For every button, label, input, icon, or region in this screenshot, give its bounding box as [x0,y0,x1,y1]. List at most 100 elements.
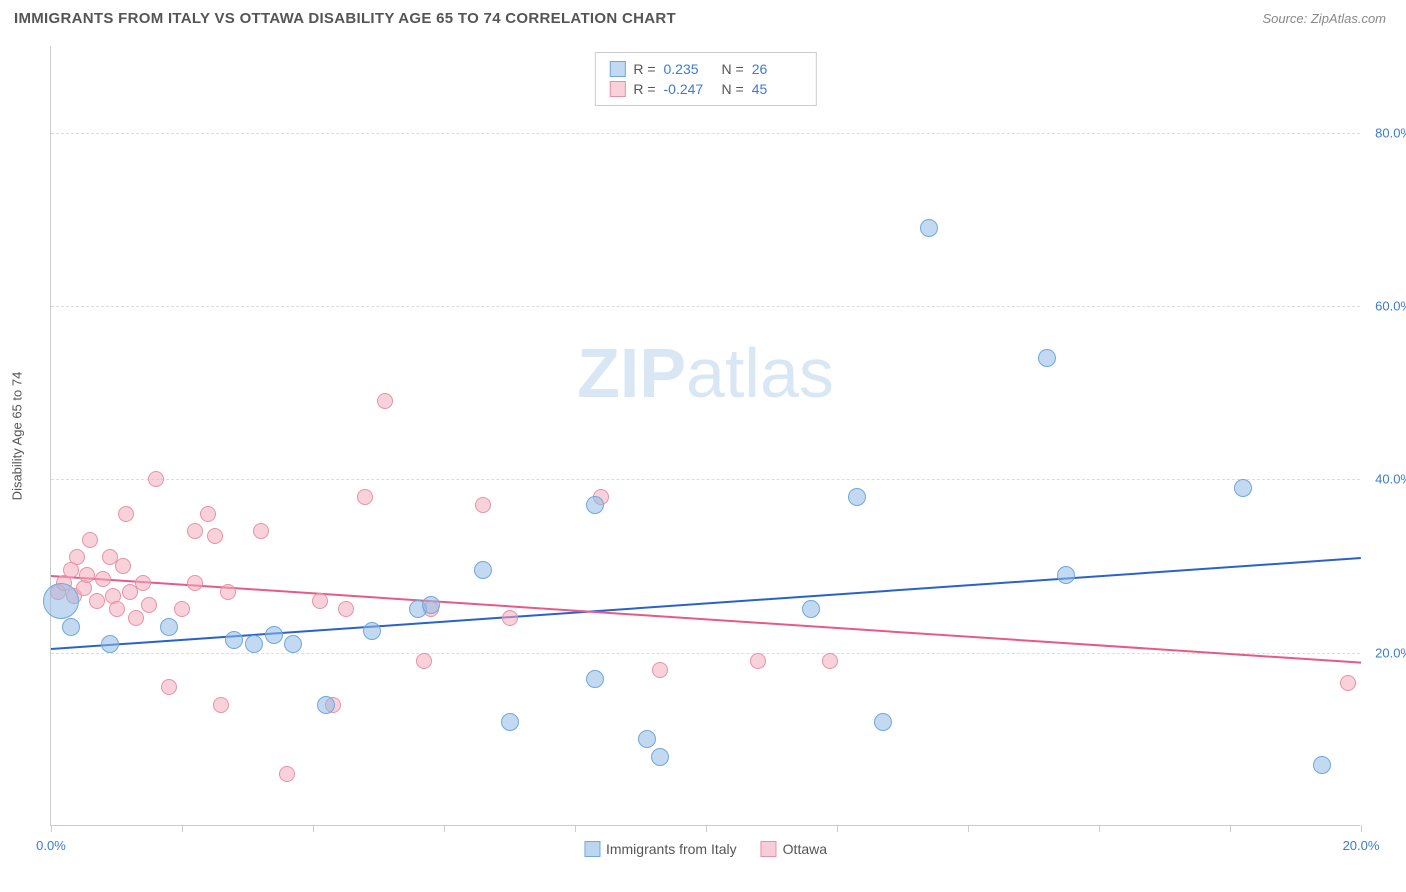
grid-line [51,133,1360,134]
correlation-stats-box: R = 0.235 N = 26 R =-0.247N =45 [594,52,816,106]
scatter-chart: Disability Age 65 to 74 ZIPatlas 20.0%40… [50,46,1360,826]
data-point [253,523,269,539]
data-point [89,593,105,609]
data-point [363,622,381,640]
x-tick-label: 20.0% [1343,838,1380,853]
grid-line [51,653,1360,654]
n-label: N = [722,81,744,97]
data-point [43,583,79,619]
y-tick-label: 20.0% [1375,645,1406,660]
data-point [1057,566,1075,584]
grid-line [51,479,1360,480]
data-point [101,635,119,653]
x-tick [444,825,445,832]
y-tick-label: 80.0% [1375,125,1406,140]
data-point [161,679,177,695]
n-value: 26 [752,61,802,77]
data-point [474,561,492,579]
y-tick-label: 40.0% [1375,472,1406,487]
x-tick [575,825,576,832]
data-point [128,610,144,626]
data-point [1038,349,1056,367]
data-point [284,635,302,653]
y-tick-label: 60.0% [1375,299,1406,314]
x-tick [706,825,707,832]
r-label: R = [633,61,655,77]
grid-line [51,306,1360,307]
stats-row: R =-0.247N =45 [609,79,801,99]
data-point [750,653,766,669]
data-point [220,584,236,600]
data-point [213,697,229,713]
data-point [1340,675,1356,691]
legend-swatch [584,841,600,857]
data-point [920,219,938,237]
data-point [874,713,892,731]
series-swatch [609,81,625,97]
data-point [148,471,164,487]
x-tick-label: 0.0% [36,838,66,853]
data-point [377,393,393,409]
r-label: R = [633,81,655,97]
legend-label: Immigrants from Italy [606,841,737,857]
data-point [822,653,838,669]
data-point [338,601,354,617]
source-attribution: Source: ZipAtlas.com [1262,11,1386,26]
data-point [160,618,178,636]
data-point [651,748,669,766]
data-point [115,558,131,574]
x-tick [313,825,314,832]
n-label: N = [722,61,744,77]
chart-title: IMMIGRANTS FROM ITALY VS OTTAWA DISABILI… [14,10,676,27]
x-tick [51,825,52,832]
data-point [207,528,223,544]
data-point [416,653,432,669]
data-point [357,489,373,505]
y-axis-title: Disability Age 65 to 74 [10,371,25,500]
data-point [317,696,335,714]
data-point [62,618,80,636]
data-point [802,600,820,618]
data-point [141,597,157,613]
x-tick [182,825,183,832]
data-point [109,601,125,617]
data-point [187,575,203,591]
r-value: 0.235 [664,61,714,77]
x-tick [1230,825,1231,832]
data-point [586,670,604,688]
data-point [502,610,518,626]
data-point [225,631,243,649]
data-point [200,506,216,522]
legend: Immigrants from Italy Ottawa [584,841,827,857]
chart-header: IMMIGRANTS FROM ITALY VS OTTAWA DISABILI… [0,0,1406,31]
x-tick [837,825,838,832]
data-point [1313,756,1331,774]
data-point [135,575,151,591]
data-point [1234,479,1252,497]
x-tick [1361,825,1362,832]
data-point [82,532,98,548]
data-point [652,662,668,678]
data-point [79,567,95,583]
x-tick [1099,825,1100,832]
legend-label: Ottawa [783,841,827,857]
stats-row: R = 0.235 N = 26 [609,59,801,79]
data-point [245,635,263,653]
data-point [422,596,440,614]
data-point [279,766,295,782]
legend-item: Ottawa [761,841,827,857]
legend-swatch [761,841,777,857]
data-point [265,626,283,644]
data-point [475,497,491,513]
data-point [118,506,134,522]
data-point [638,730,656,748]
data-point [95,571,111,587]
x-tick [968,825,969,832]
data-point [312,593,328,609]
legend-item: Immigrants from Italy [584,841,737,857]
watermark: ZIPatlas [577,333,834,413]
data-point [501,713,519,731]
data-point [174,601,190,617]
series-swatch [609,61,625,77]
data-point [187,523,203,539]
